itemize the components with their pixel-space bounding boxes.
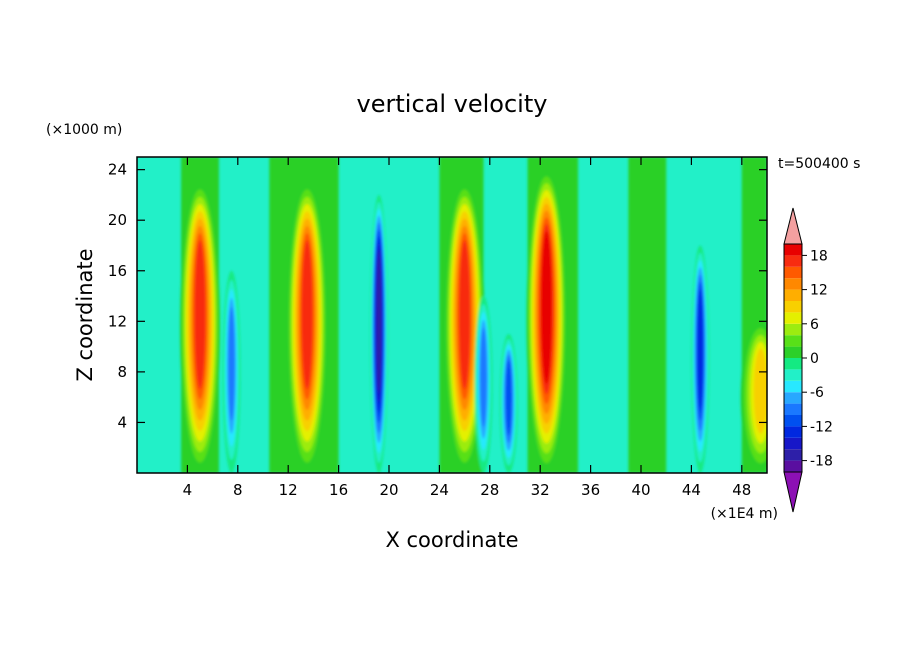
colorbar-swatch [784,460,802,472]
colorbar-swatch [784,346,802,358]
colorbar-swatch [784,335,802,347]
colorbar-swatch [784,369,802,381]
colorbar-swatch [784,278,802,290]
x-unit-label: (×1E4 m) [711,506,778,522]
colorbar-swatch [784,380,802,393]
x-tick-label: 48 [732,481,751,499]
x-tick-label: 40 [631,481,650,499]
colorbar-swatch [784,301,802,313]
colorbar-tick-label: -12 [810,419,833,435]
updraft-contour [301,240,313,390]
velocity-field [180,157,767,473]
x-tick-label: 24 [430,481,449,499]
colorbar-swatch [784,392,802,404]
chart-title: vertical velocity [357,90,548,118]
downdraft-contour [376,250,382,393]
y-tick-label: 8 [117,363,127,381]
colorbar-tick-label: 0 [810,351,819,367]
y-tick-label: 20 [108,211,127,229]
colorbar-tick-label: 6 [810,317,819,333]
x-axis-ticks: 4 8 12 16 20 24 28 32 36 40 44 48 [183,157,751,499]
colorbar-swatch [784,323,802,336]
plot-frame [136,156,768,474]
x-tick-label: 20 [379,481,398,499]
y-tick-label: 12 [108,312,127,330]
colorbar-swatch [784,449,802,461]
colorbar-over-triangle [783,207,803,245]
y-tick-label: 24 [108,161,127,179]
colorbar-tick-label: -6 [810,385,824,401]
x-tick-label: 32 [531,481,550,499]
downdraft-contour [505,360,512,436]
y-tick-label: 16 [108,262,127,280]
x-tick-label: 36 [581,481,600,499]
y-tick-label: 4 [117,413,127,431]
updraft-contour [459,240,471,390]
y-axis-ticks: 4 8 12 16 20 24 [108,161,767,431]
updraft-contour [194,240,206,390]
colorbar-swatch [784,403,802,415]
colorbar-tick-label: -18 [810,454,833,470]
downdraft-contour [697,289,703,410]
colorbar-under-triangle [783,471,803,513]
time-label: t=500400 s [778,156,860,172]
downdraft-contour [480,327,487,427]
downdraft-contour [228,307,235,421]
colorbar-swatch [784,312,802,324]
updraft-contour [753,348,767,434]
x-tick-label: 12 [279,481,298,499]
x-tick-label: 8 [233,481,243,499]
colorbar-swatch [784,255,802,267]
colorbar-swatch [784,437,802,450]
x-tick-label: 4 [183,481,193,499]
weak-updraft-band [628,157,667,473]
colorbar-swatch [784,289,802,301]
x-tick-label: 28 [480,481,499,499]
colorbar: -18 -12 -6 0 6 12 18 [783,207,833,513]
updraft-contour [541,231,552,385]
y-unit-label: (×1000 m) [46,122,122,138]
colorbar-swatch [784,266,802,279]
x-tick-label: 16 [329,481,348,499]
y-axis-label: Z coordinate [73,248,97,381]
x-tick-label: 44 [682,481,701,499]
colorbar-swatch [784,426,802,438]
colorbar-swatch [784,415,802,427]
colorbar-swatch [784,358,802,370]
plot-area [137,157,767,473]
colorbar-swatch [784,244,802,256]
colorbar-tick-label: 12 [810,283,828,299]
colorbar-tick-label: 18 [810,248,828,264]
x-axis-label: X coordinate [385,528,518,552]
